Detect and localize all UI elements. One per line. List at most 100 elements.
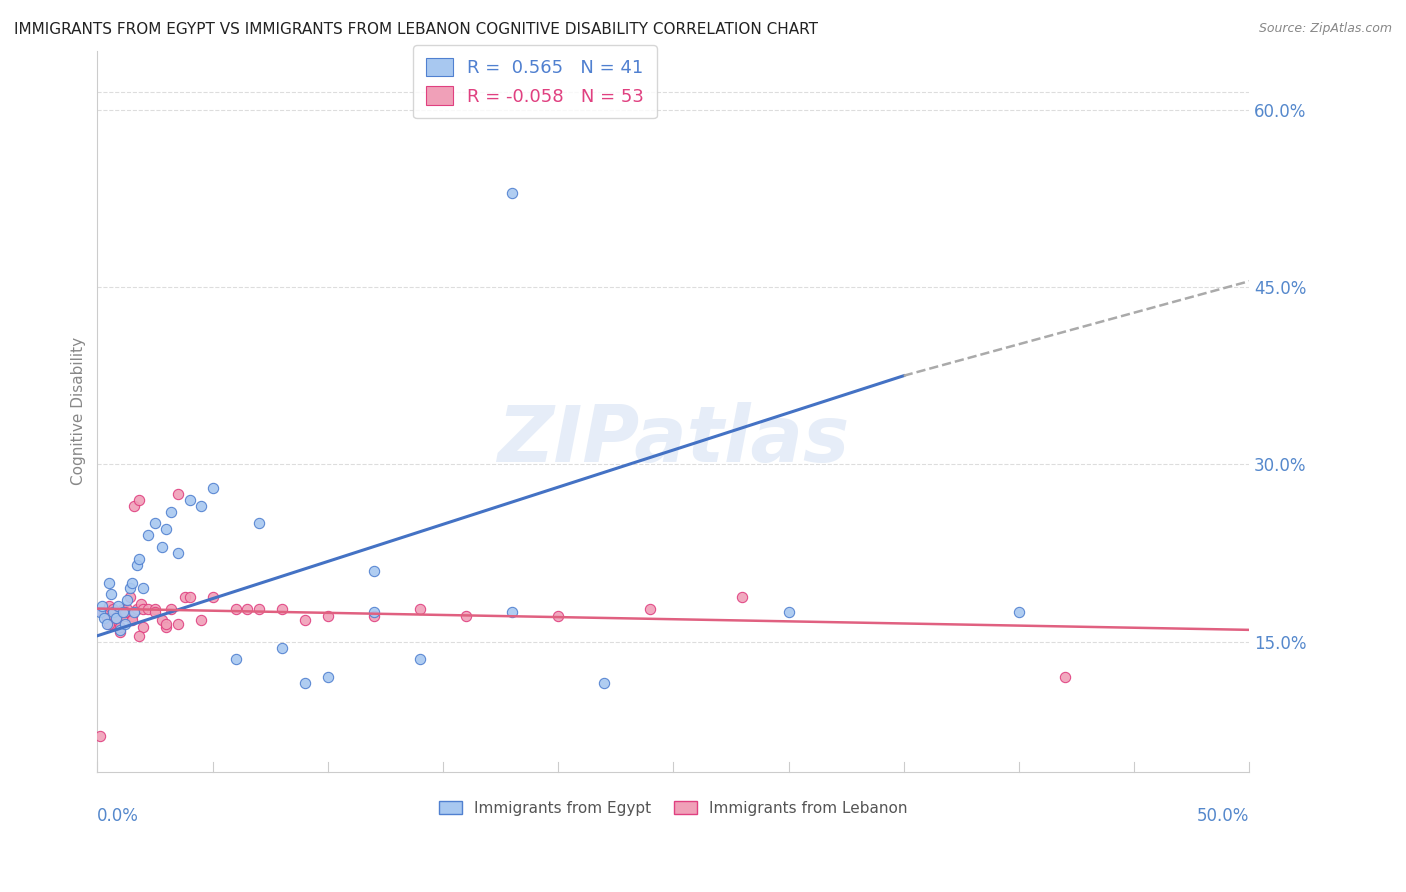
Point [150, 540, 173, 554]
Point [409, 652, 432, 666]
Point [114, 608, 136, 623]
Point [129, 597, 152, 611]
Point [236, 601, 259, 615]
Point [167, 487, 190, 501]
Point [125, 601, 148, 615]
Point [111, 605, 134, 619]
Point [593, 676, 616, 690]
Point [363, 605, 385, 619]
Point [104, 611, 127, 625]
Legend: Immigrants from Egypt, Immigrants from Lebanon: Immigrants from Egypt, Immigrants from L… [433, 795, 914, 822]
Point [1008, 605, 1031, 619]
Point [118, 590, 141, 604]
Point [97, 599, 120, 614]
Point [96, 611, 118, 625]
Point [501, 186, 523, 200]
Point [107, 608, 129, 623]
Point [316, 608, 339, 623]
Point [409, 601, 432, 615]
Y-axis label: Cognitive Disability: Cognitive Disability [72, 337, 86, 485]
Point [107, 599, 129, 614]
Point [363, 608, 385, 623]
Point [110, 625, 132, 640]
Point [270, 640, 292, 655]
Point [100, 587, 122, 601]
Point [294, 676, 316, 690]
Point [89, 729, 111, 743]
Point [501, 605, 523, 619]
Point [179, 492, 201, 507]
Point [155, 620, 177, 634]
Point [294, 614, 316, 628]
Point [93, 605, 115, 619]
Point [114, 605, 136, 619]
Text: 0.0%: 0.0% [97, 807, 139, 825]
Point [547, 608, 569, 623]
Point [121, 575, 143, 590]
Text: Source: ZipAtlas.com: Source: ZipAtlas.com [1258, 22, 1392, 36]
Point [136, 528, 159, 542]
Point [155, 522, 177, 536]
Point [122, 499, 145, 513]
Point [91, 605, 114, 619]
Point [143, 516, 166, 531]
Point [155, 616, 177, 631]
Point [247, 601, 270, 615]
Point [160, 601, 183, 615]
Point [97, 616, 120, 631]
Point [121, 608, 143, 623]
Point [190, 499, 212, 513]
Point [117, 593, 139, 607]
Point [97, 575, 120, 590]
Point [122, 605, 145, 619]
Point [111, 601, 134, 615]
Text: 50.0%: 50.0% [1197, 807, 1250, 825]
Point [117, 601, 139, 615]
Point [136, 601, 159, 615]
Point [91, 599, 114, 614]
Point [201, 590, 224, 604]
Point [128, 492, 150, 507]
Point [247, 516, 270, 531]
Point [174, 590, 197, 604]
Point [640, 601, 662, 615]
Point [132, 620, 155, 634]
Point [160, 505, 183, 519]
Point [363, 564, 385, 578]
Point [179, 590, 201, 604]
Point [104, 611, 127, 625]
Point [270, 601, 292, 615]
Point [100, 616, 122, 631]
Point [778, 605, 800, 619]
Point [143, 601, 166, 615]
Point [190, 614, 212, 628]
Text: IMMIGRANTS FROM EGYPT VS IMMIGRANTS FROM LEBANON COGNITIVE DISABILITY CORRELATIO: IMMIGRANTS FROM EGYPT VS IMMIGRANTS FROM… [14, 22, 818, 37]
Point [132, 601, 155, 615]
Text: ZIPatlas: ZIPatlas [498, 402, 849, 478]
Point [110, 623, 132, 637]
Point [121, 614, 143, 628]
Point [167, 616, 190, 631]
Point [225, 601, 247, 615]
Point [118, 582, 141, 596]
Point [103, 605, 125, 619]
Point [201, 481, 224, 495]
Point [89, 605, 111, 619]
Point [150, 614, 173, 628]
Point [114, 616, 136, 631]
Point [93, 611, 115, 625]
Point [1053, 670, 1076, 684]
Point [128, 552, 150, 566]
Point [167, 546, 190, 560]
Point [104, 614, 127, 628]
Point [96, 616, 118, 631]
Point [103, 601, 125, 615]
Point [128, 629, 150, 643]
Point [316, 670, 339, 684]
Point [454, 608, 477, 623]
Point [110, 620, 132, 634]
Point [731, 590, 754, 604]
Point [125, 558, 148, 572]
Point [143, 605, 166, 619]
Point [225, 652, 247, 666]
